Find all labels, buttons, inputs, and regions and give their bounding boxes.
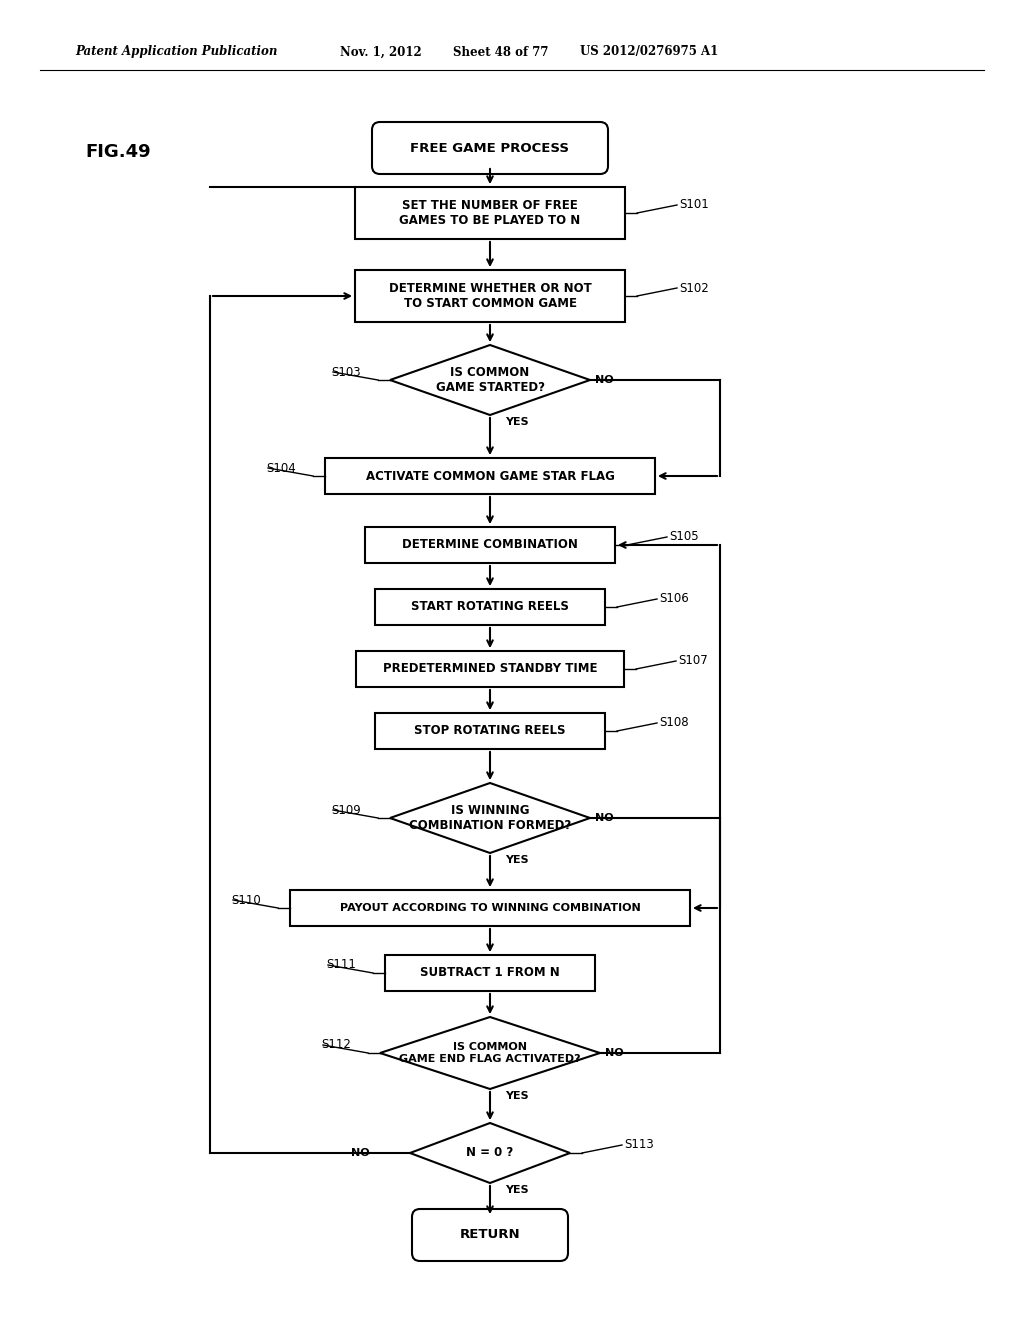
FancyBboxPatch shape	[325, 458, 655, 494]
Text: FREE GAME PROCESS: FREE GAME PROCESS	[411, 141, 569, 154]
Text: NO: NO	[595, 813, 613, 822]
FancyBboxPatch shape	[375, 589, 605, 624]
Text: FIG.49: FIG.49	[85, 143, 151, 161]
Text: Sheet 48 of 77: Sheet 48 of 77	[453, 45, 549, 58]
Text: S110: S110	[231, 894, 261, 907]
Text: YES: YES	[505, 417, 528, 426]
FancyBboxPatch shape	[355, 187, 625, 239]
Text: DETERMINE COMBINATION: DETERMINE COMBINATION	[402, 539, 578, 552]
Text: S104: S104	[266, 462, 296, 474]
Text: N = 0 ?: N = 0 ?	[466, 1147, 514, 1159]
Text: YES: YES	[505, 1185, 528, 1195]
Text: S112: S112	[321, 1039, 351, 1052]
FancyBboxPatch shape	[355, 271, 625, 322]
Text: NO: NO	[351, 1148, 370, 1158]
FancyBboxPatch shape	[375, 713, 605, 748]
FancyBboxPatch shape	[412, 1209, 568, 1261]
Text: S101: S101	[679, 198, 709, 211]
Text: S105: S105	[669, 531, 698, 544]
Text: S103: S103	[331, 366, 360, 379]
Polygon shape	[410, 1123, 570, 1183]
Text: IS COMMON
GAME STARTED?: IS COMMON GAME STARTED?	[435, 366, 545, 393]
Text: PAYOUT ACCORDING TO WINNING COMBINATION: PAYOUT ACCORDING TO WINNING COMBINATION	[340, 903, 640, 913]
Text: S111: S111	[326, 958, 356, 972]
Text: S113: S113	[624, 1138, 653, 1151]
Text: SUBTRACT 1 FROM N: SUBTRACT 1 FROM N	[420, 966, 560, 979]
Text: DETERMINE WHETHER OR NOT
TO START COMMON GAME: DETERMINE WHETHER OR NOT TO START COMMON…	[389, 282, 592, 310]
Text: NO: NO	[605, 1048, 624, 1059]
Text: START ROTATING REELS: START ROTATING REELS	[411, 601, 569, 614]
Polygon shape	[390, 783, 590, 853]
Text: YES: YES	[505, 1092, 528, 1101]
Text: PREDETERMINED STANDBY TIME: PREDETERMINED STANDBY TIME	[383, 663, 597, 676]
Text: Patent Application Publication: Patent Application Publication	[75, 45, 278, 58]
FancyBboxPatch shape	[372, 121, 608, 174]
Text: SET THE NUMBER OF FREE
GAMES TO BE PLAYED TO N: SET THE NUMBER OF FREE GAMES TO BE PLAYE…	[399, 199, 581, 227]
Text: S109: S109	[331, 804, 360, 817]
Text: S102: S102	[679, 281, 709, 294]
Text: IS COMMON
GAME END FLAG ACTIVATED?: IS COMMON GAME END FLAG ACTIVATED?	[399, 1043, 581, 1064]
Text: ACTIVATE COMMON GAME STAR FLAG: ACTIVATE COMMON GAME STAR FLAG	[366, 470, 614, 483]
FancyBboxPatch shape	[365, 527, 615, 564]
Text: Nov. 1, 2012: Nov. 1, 2012	[340, 45, 422, 58]
FancyBboxPatch shape	[385, 954, 595, 991]
FancyBboxPatch shape	[356, 651, 624, 686]
Text: RETURN: RETURN	[460, 1229, 520, 1242]
Text: YES: YES	[505, 855, 528, 865]
Text: US 2012/0276975 A1: US 2012/0276975 A1	[580, 45, 718, 58]
FancyBboxPatch shape	[290, 890, 690, 927]
Text: IS WINNING
COMBINATION FORMED?: IS WINNING COMBINATION FORMED?	[409, 804, 571, 832]
Text: STOP ROTATING REELS: STOP ROTATING REELS	[415, 725, 565, 738]
Text: S106: S106	[659, 593, 689, 606]
Text: S108: S108	[659, 717, 688, 730]
Polygon shape	[390, 345, 590, 414]
Text: S107: S107	[678, 655, 708, 668]
Text: NO: NO	[595, 375, 613, 385]
Polygon shape	[380, 1016, 600, 1089]
